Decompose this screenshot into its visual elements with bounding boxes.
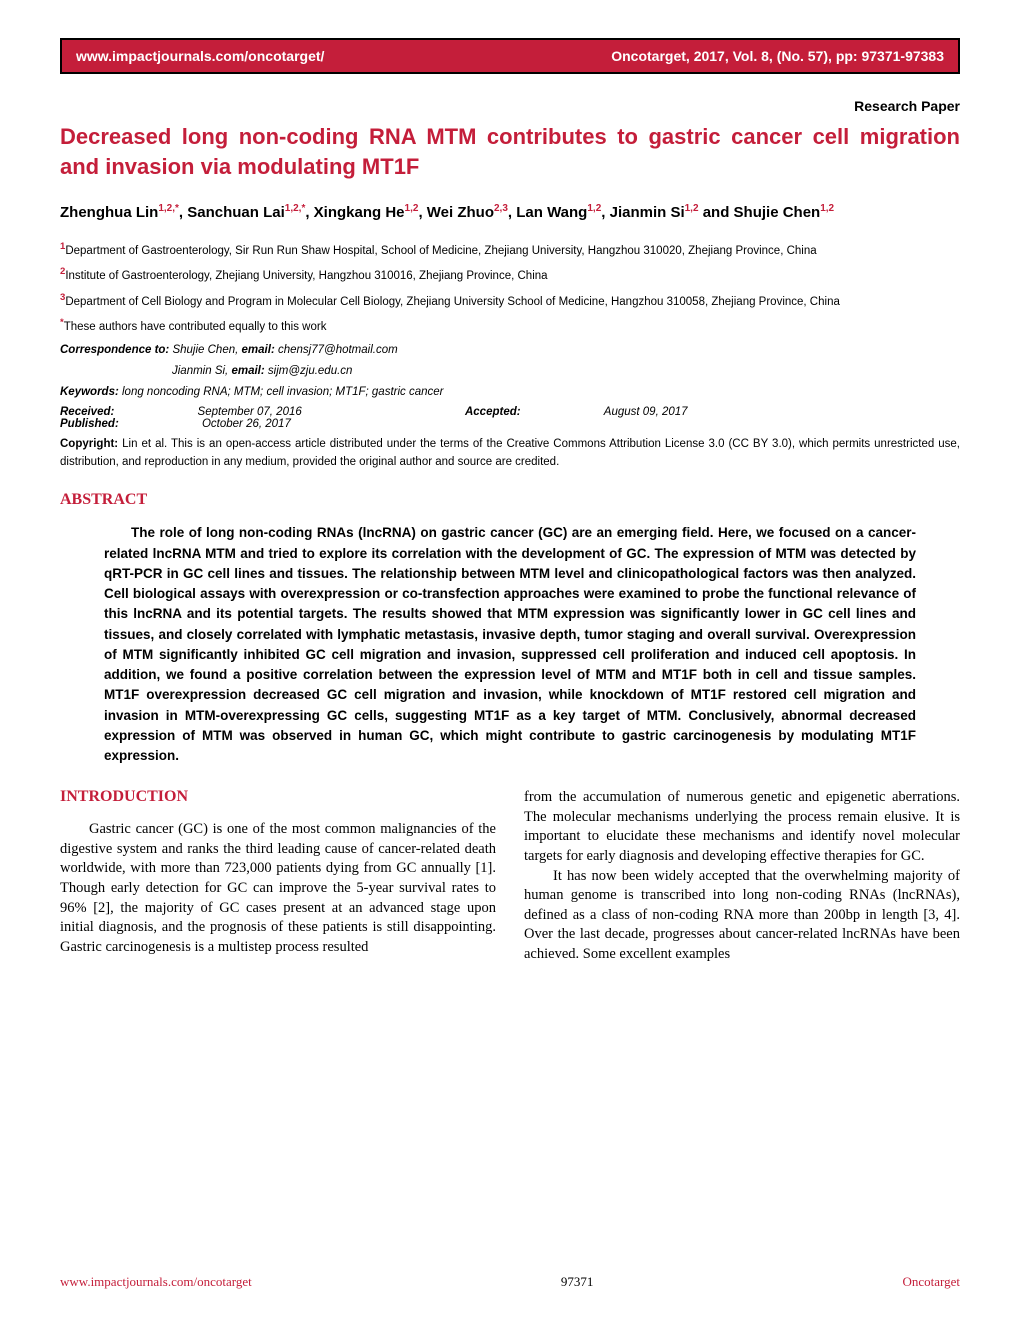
page-footer: www.impactjournals.com/oncotarget 97371 … bbox=[60, 1274, 960, 1290]
correspondence-line: Correspondence to: Shujie Chen, email: c… bbox=[60, 342, 960, 358]
article-title: Decreased long non-coding RNA MTM contri… bbox=[60, 122, 960, 181]
intro-paragraph-3: It has now been widely accepted that the… bbox=[524, 867, 960, 965]
affiliation: 3Department of Cell Biology and Program … bbox=[60, 292, 960, 310]
copyright-text: Copyright: Lin et al. This is an open-ac… bbox=[60, 435, 960, 472]
keywords-line: Keywords: long noncoding RNA; MTM; cell … bbox=[60, 384, 960, 400]
article-type-label: Research Paper bbox=[60, 98, 960, 114]
intro-paragraph-1: Gastric cancer (GC) is one of the most c… bbox=[60, 820, 496, 957]
affiliation: 1Department of Gastroenterology, Sir Run… bbox=[60, 241, 960, 259]
intro-paragraph-2: from the accumulation of numerous geneti… bbox=[524, 788, 960, 866]
footer-journal: Oncotarget bbox=[902, 1274, 960, 1290]
footer-url: www.impactjournals.com/oncotarget bbox=[60, 1274, 252, 1290]
abstract-text: The role of long non-coding RNAs (lncRNA… bbox=[60, 523, 960, 766]
journal-header-bar: www.impactjournals.com/oncotarget/ Oncot… bbox=[60, 38, 960, 74]
intro-columns: INTRODUCTION Gastric cancer (GC) is one … bbox=[60, 788, 960, 964]
equal-contribution-note: *These authors have contributed equally … bbox=[60, 317, 960, 335]
correspondence-line-2: Jianmin Si, email: sijm@zju.edu.cn bbox=[172, 363, 960, 379]
authors-list: Zhenghua Lin1,2,*, Sanchuan Lai1,2,*, Xi… bbox=[60, 201, 960, 225]
dates-line: Received: September 07, 2016 Accepted: A… bbox=[60, 406, 960, 430]
abstract-heading: ABSTRACT bbox=[60, 491, 960, 509]
journal-url: www.impactjournals.com/oncotarget/ bbox=[76, 48, 324, 64]
journal-citation: Oncotarget, 2017, Vol. 8, (No. 57), pp: … bbox=[611, 48, 944, 64]
affiliation: 2Institute of Gastroenterology, Zhejiang… bbox=[60, 266, 960, 284]
footer-page-number: 97371 bbox=[561, 1274, 594, 1290]
introduction-heading: INTRODUCTION bbox=[60, 788, 496, 806]
